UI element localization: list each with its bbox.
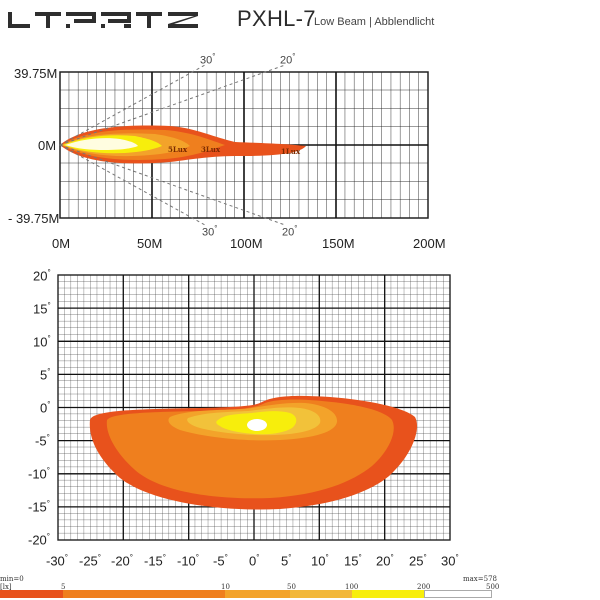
y-label-15: 15° <box>33 301 51 317</box>
angle-label-30-bottom: 30° <box>202 224 218 239</box>
x-label-neg30: -30° <box>46 553 68 569</box>
x-label-0m: 0M <box>52 236 71 251</box>
legend-swatch-5-10 <box>63 590 225 598</box>
x-label-neg5: -5° <box>213 553 228 569</box>
angle-label-20-top: 20° <box>280 52 296 67</box>
legend-swatch-50-100 <box>290 590 352 598</box>
legend-tick-5: 5 <box>61 583 66 591</box>
lux-legend: min=0 [lx] 5 10 50 100 200 500 max=578 <box>0 570 600 600</box>
x-label-20: 20° <box>376 553 394 569</box>
x-label-0: 0° <box>249 553 260 569</box>
y-label-20: 20° <box>33 268 51 284</box>
x-label-5: 5° <box>281 553 292 569</box>
angle-lines <box>59 64 286 226</box>
beam-isolux-pattern <box>89 395 418 510</box>
y-label-neg20: -20° <box>28 532 50 548</box>
x-label-15: 15° <box>344 553 362 569</box>
x-label-neg25: -25° <box>79 553 101 569</box>
x-label-10: 10° <box>311 553 329 569</box>
x-label-200m: 200M <box>413 236 446 251</box>
y-label-10: 10° <box>33 334 51 350</box>
legend-swatch-200-500 <box>424 590 492 598</box>
legend-max: max=578 <box>463 575 497 583</box>
y-label-neg5: -5° <box>35 433 50 449</box>
legend-unit: [lx] <box>0 583 12 591</box>
legend-tick-500: 500 <box>486 583 500 591</box>
iso-label-3lux: 3Lux <box>201 145 221 154</box>
legend-tick-200: 200 <box>417 583 431 591</box>
legend-swatch-10-50 <box>225 590 290 598</box>
y-label-5: 5° <box>40 367 51 383</box>
x-label-25: 25° <box>409 553 427 569</box>
x-label-30: 30° <box>441 553 459 569</box>
legend-tick-10: 10 <box>221 583 230 591</box>
y-label-0: 0° <box>40 400 51 416</box>
y-label-neg15: -15° <box>28 499 50 515</box>
iso-label-5lux: 5Lux <box>168 145 188 154</box>
side-view-isolux-chart <box>59 64 429 226</box>
legend-min: min=0 <box>0 575 24 583</box>
legend-swatch-0-5 <box>0 590 63 598</box>
y-label-mid: 0M <box>38 138 57 153</box>
legend-tick-50: 50 <box>287 583 296 591</box>
brand-logo <box>8 12 198 28</box>
legend-swatch-100-200 <box>352 590 424 598</box>
y-label-bottom: - 39.75M <box>8 211 60 226</box>
x-label-100m: 100M <box>230 236 263 251</box>
beam-isolux-side <box>60 125 306 164</box>
legend-tick-100: 100 <box>345 583 359 591</box>
y-label-neg10: -10° <box>28 466 50 482</box>
iso-label-1lux: 1Lux <box>281 147 301 156</box>
y-label-top: 39.75M <box>14 66 58 81</box>
x-label-neg10: -10° <box>177 553 199 569</box>
header: PXHL-7 Low Beam | Abblendlicht <box>0 0 600 40</box>
x-label-neg20: -20° <box>111 553 133 569</box>
x-label-150m: 150M <box>322 236 355 251</box>
angle-label-20-bottom: 20° <box>282 224 298 239</box>
x-label-50m: 50M <box>137 236 163 251</box>
beam-type-subtitle: Low Beam | Abblendlicht <box>314 16 435 28</box>
angular-isolux-chart <box>57 274 451 541</box>
x-label-neg15: -15° <box>144 553 166 569</box>
angle-label-30-top: 30° <box>200 52 216 67</box>
model-name: PXHL-7 <box>237 6 316 31</box>
